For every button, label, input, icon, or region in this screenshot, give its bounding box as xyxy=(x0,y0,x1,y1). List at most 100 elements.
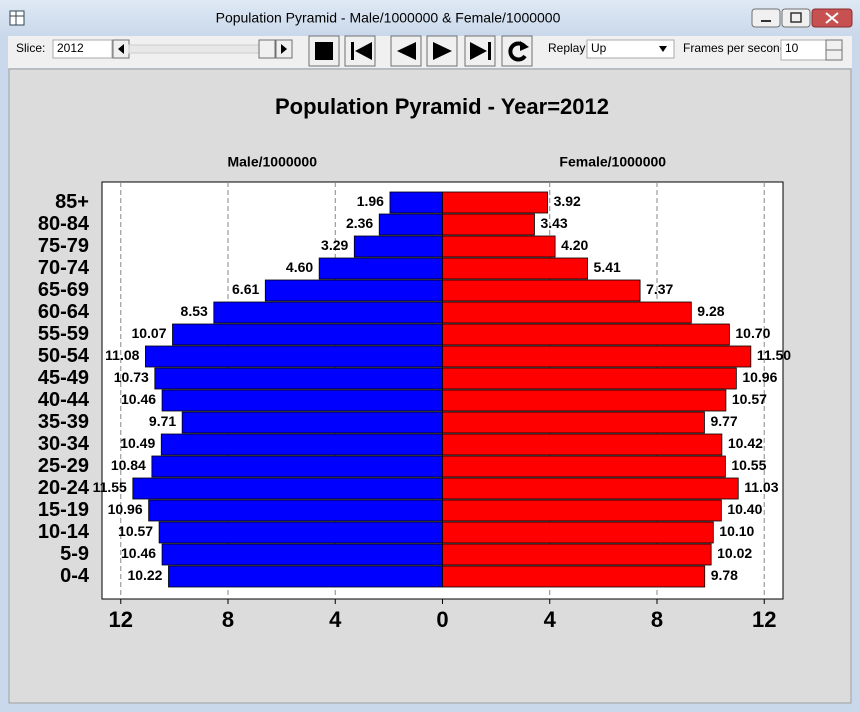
bar xyxy=(148,499,443,522)
value-label: 10.96 xyxy=(742,369,777,385)
bar xyxy=(353,235,443,258)
bar xyxy=(264,279,443,302)
bar xyxy=(442,213,535,236)
bar xyxy=(161,389,443,412)
value-label: 3.92 xyxy=(554,193,581,209)
bar xyxy=(442,345,752,368)
bar xyxy=(378,213,443,236)
x-tick-label: 12 xyxy=(109,607,133,632)
plot: 12 8 4 0 4 8 12 Male/1000000 1.96 2.36 3.29 4.60 6.6… xyxy=(38,154,791,632)
bar xyxy=(389,191,443,214)
value-label: 11.03 xyxy=(744,479,778,495)
title-bar xyxy=(0,0,860,36)
slice-value: 2012 xyxy=(57,41,84,55)
category-label: 50-54 xyxy=(38,345,90,367)
category-label: 55-59 xyxy=(38,323,89,345)
bar xyxy=(442,257,588,280)
category-label: 70-74 xyxy=(38,257,90,279)
value-label: 10.46 xyxy=(121,391,156,407)
value-label: 10.46 xyxy=(121,545,156,561)
value-label: 3.43 xyxy=(540,215,567,231)
value-label: 10.10 xyxy=(719,523,754,539)
bar xyxy=(442,433,723,456)
value-label: 10.57 xyxy=(118,523,153,539)
value-label: 10.70 xyxy=(735,325,770,341)
bar xyxy=(172,323,443,346)
category-label: 65-69 xyxy=(38,279,89,301)
app-icon xyxy=(9,10,25,26)
fps-value: 10 xyxy=(785,41,799,55)
category-label: 0-4 xyxy=(60,565,90,587)
value-label: 10.02 xyxy=(717,545,752,561)
slice-label: Slice: xyxy=(16,41,45,55)
value-label: 10.22 xyxy=(127,567,162,583)
value-label: 4.20 xyxy=(561,237,588,253)
bar xyxy=(318,257,443,280)
bar xyxy=(158,521,443,544)
category-label: 30-34 xyxy=(38,433,90,455)
bar xyxy=(154,367,443,390)
value-label: 10.42 xyxy=(728,435,763,451)
replay-combo[interactable] xyxy=(586,39,675,59)
category-label: 20-24 xyxy=(38,477,90,499)
value-label: 10.55 xyxy=(731,457,766,473)
bar xyxy=(442,389,727,412)
category-label: 40-44 xyxy=(38,389,90,411)
value-label: 9.71 xyxy=(149,413,176,429)
minimize-button[interactable] xyxy=(751,8,781,28)
fps-up[interactable] xyxy=(825,39,843,51)
fps-down[interactable] xyxy=(825,49,843,61)
value-label: 10.49 xyxy=(120,435,155,451)
x-tick-label: 0 xyxy=(436,607,448,632)
maximize-button[interactable] xyxy=(781,8,811,28)
value-label: 7.37 xyxy=(646,281,673,297)
media-controls xyxy=(308,35,533,67)
bar xyxy=(151,455,443,478)
bar xyxy=(442,323,730,346)
slider-thumb[interactable] xyxy=(258,39,276,59)
bar xyxy=(442,279,641,302)
category-label: 75-79 xyxy=(38,235,89,257)
replay-label: Replay: xyxy=(548,41,589,55)
replay-button[interactable] xyxy=(501,35,533,67)
category-label: 10-14 xyxy=(38,521,90,543)
value-label: 8.53 xyxy=(181,303,208,319)
chart-title: Population Pyramid - Year=2012 xyxy=(275,94,609,119)
slice-slider[interactable] xyxy=(128,44,260,54)
value-label: 3.29 xyxy=(321,237,348,253)
bar xyxy=(442,367,737,390)
x-tick-label: 8 xyxy=(222,607,234,632)
fps-label: Frames per second: xyxy=(683,41,790,55)
value-label: 11.50 xyxy=(757,347,791,363)
value-label: 6.61 xyxy=(232,281,259,297)
window-title: Population Pyramid - Male/1000000 & Fema… xyxy=(216,10,561,26)
x-tick-label: 4 xyxy=(329,607,342,632)
bar xyxy=(442,499,722,522)
category-label: 80-84 xyxy=(38,213,90,235)
value-label: 9.77 xyxy=(710,413,737,429)
category-label: 85+ xyxy=(55,191,89,213)
bar xyxy=(442,477,739,500)
series-header: Female/1000000 xyxy=(559,154,666,170)
value-label: 11.08 xyxy=(105,347,139,363)
bar xyxy=(168,565,443,588)
value-label: 10.73 xyxy=(114,369,149,385)
bar xyxy=(145,345,443,368)
x-tick-label: 8 xyxy=(651,607,663,632)
category-label: 45-49 xyxy=(38,367,89,389)
slice-input[interactable] xyxy=(52,39,113,59)
replay-value: Up xyxy=(591,41,607,55)
category-label: 60-64 xyxy=(38,301,90,323)
bar xyxy=(442,455,726,478)
bar xyxy=(442,521,714,544)
value-label: 5.41 xyxy=(594,259,621,275)
bar xyxy=(442,191,548,214)
value-label: 2.36 xyxy=(346,215,373,231)
bar xyxy=(442,543,712,566)
x-tick-label: 4 xyxy=(544,607,557,632)
value-label: 1.96 xyxy=(357,193,384,209)
bar xyxy=(161,543,443,566)
bar xyxy=(181,411,443,434)
bar xyxy=(160,433,443,456)
